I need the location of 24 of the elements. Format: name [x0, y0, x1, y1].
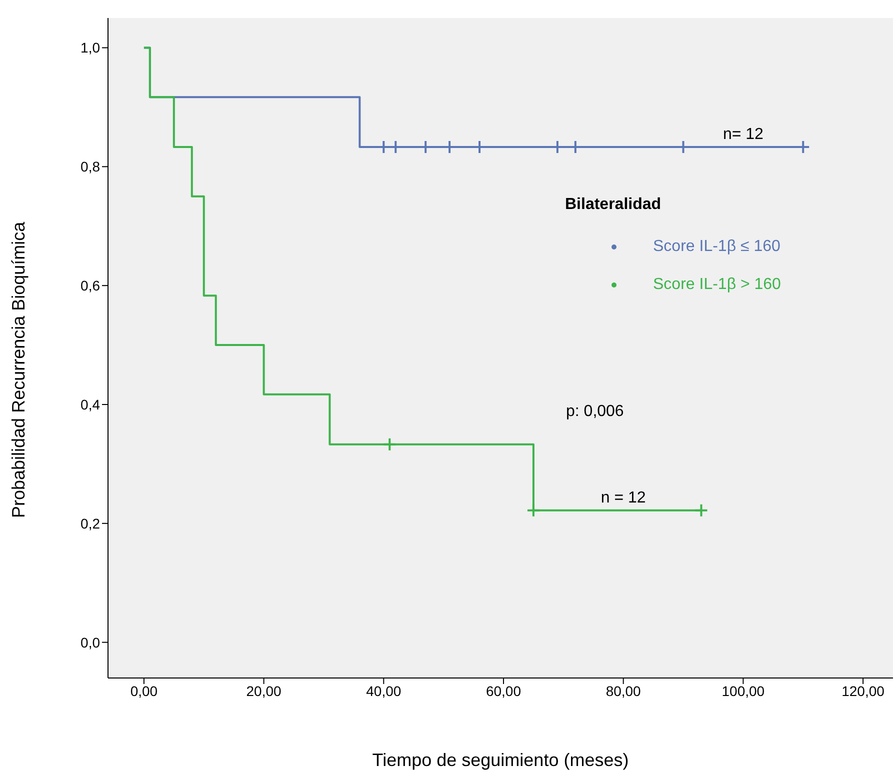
legend-label: Score IL-1β > 160 — [653, 276, 781, 294]
x-tick-label: 40,00 — [366, 682, 402, 699]
x-tick-label: 0,00 — [130, 682, 158, 699]
point — [526, 503, 540, 518]
legend-label: Score IL-1β ≤ 160 — [653, 238, 780, 256]
x-tick-label: 20,00 — [246, 682, 282, 699]
point — [694, 503, 708, 518]
x-tick-label: 60,00 — [486, 682, 522, 699]
x-axis-title: Tiempo de seguimiento (meses) — [372, 750, 629, 770]
y-tick-label: 0,0 — [80, 634, 100, 650]
y-tick-label: 0,2 — [80, 515, 100, 532]
y-tick-label: 0,6 — [80, 278, 100, 294]
x-tick-label: 80,00 — [606, 682, 642, 699]
annotation: p: 0,006 — [566, 403, 624, 421]
y-tick-label: 0,4 — [80, 396, 100, 412]
point — [382, 437, 397, 452]
y-axis-title: Probabilidad Recurrencia Bioquímica — [8, 220, 28, 518]
y-tick-label: 0,8 — [80, 158, 100, 175]
annotation: n = 12 — [600, 489, 646, 506]
y-tick-label: 1,0 — [80, 40, 100, 56]
x-tick-label: 100,00 — [722, 682, 765, 699]
annotation: n= 12 — [722, 126, 764, 144]
x-tick-label: 120,00 — [842, 682, 885, 699]
legend-title: Bilateralidad — [565, 196, 662, 214]
